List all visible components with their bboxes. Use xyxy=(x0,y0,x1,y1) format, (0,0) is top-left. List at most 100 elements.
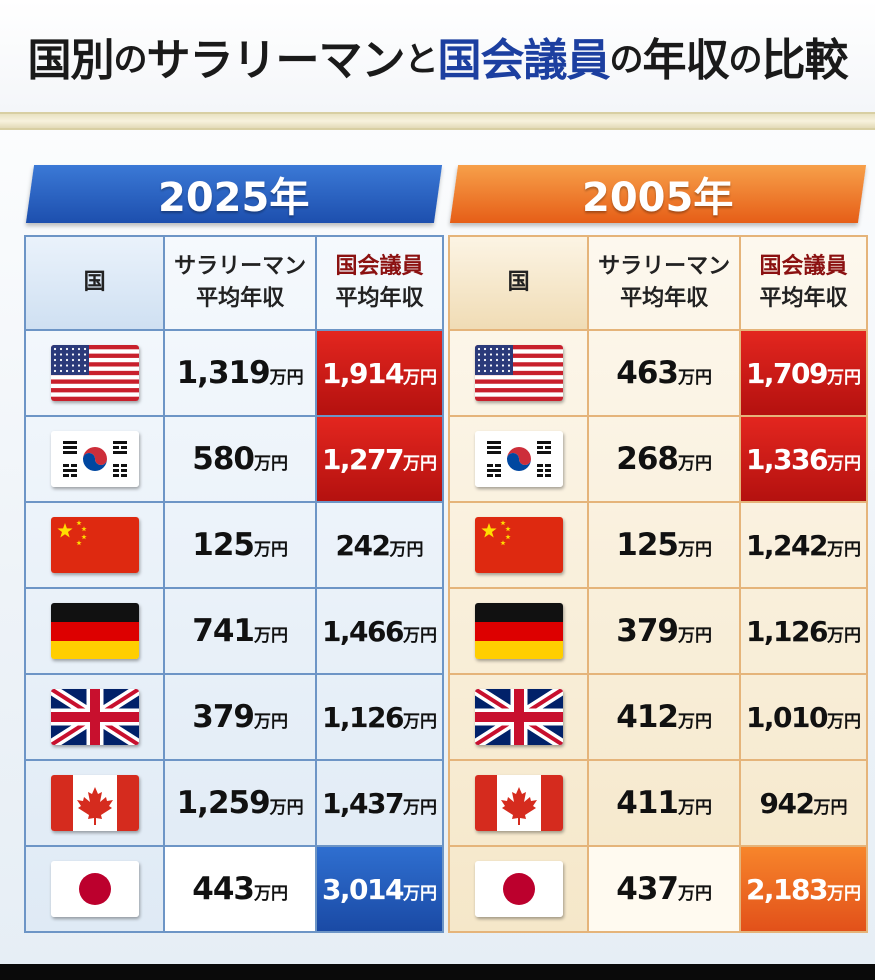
header-label: サラリーマン xyxy=(174,254,307,279)
unit-label: 万円 xyxy=(827,367,862,388)
unit-label: 万円 xyxy=(827,453,862,474)
year-label: 2025年 xyxy=(158,175,310,221)
uk-flag-icon xyxy=(474,689,563,745)
table-row: 580万円 1,277万円 xyxy=(23,415,445,503)
unit-label: 万円 xyxy=(827,539,862,560)
japan-flag-icon xyxy=(50,861,139,917)
politician-value: 1,010 xyxy=(745,700,829,734)
uk-flag-icon xyxy=(50,689,139,745)
salary-value: 437 xyxy=(616,871,679,907)
header-label: 国 xyxy=(83,270,106,295)
unit-label: 万円 xyxy=(389,539,424,560)
salary-value: 443 xyxy=(192,871,255,907)
panel-2005: 2005年 国 サラリーマン 平均年収 国会議員 平均年収 463万円 1,709万円… xyxy=(447,165,869,933)
country-cell xyxy=(23,673,166,761)
salary-value: 379 xyxy=(616,613,679,649)
politician-income-cell: 1,914万円 xyxy=(314,329,445,417)
unit-label: 万円 xyxy=(403,453,438,474)
unit-label: 万円 xyxy=(254,626,288,646)
title-part-diet-members: 国会議員 xyxy=(437,35,611,86)
politician-value: 1,914 xyxy=(321,356,405,390)
table-row: 268万円 1,336万円 xyxy=(447,415,869,503)
country-cell xyxy=(447,415,590,503)
unit-label: 万円 xyxy=(678,712,712,732)
unit-label: 万円 xyxy=(827,711,862,732)
salary-value: 1,259 xyxy=(176,785,271,821)
salary-value: 411 xyxy=(616,785,679,821)
politician-income-cell: 3,014万円 xyxy=(314,845,445,933)
salary-income-cell: 125万円 xyxy=(587,501,741,589)
country-cell xyxy=(23,587,166,675)
unit-label: 万円 xyxy=(403,367,438,388)
table-header-row: 国 サラリーマン 平均年収 国会議員平均年収 xyxy=(447,235,869,331)
title-particle: と xyxy=(404,39,439,80)
country-cell xyxy=(23,415,166,503)
politician-value: 1,437 xyxy=(321,786,405,820)
table-row: 379万円 1,126万円 xyxy=(23,673,445,761)
table-row: 741万円 1,466万円 xyxy=(23,587,445,675)
table-row: 437万円 2,183万円 xyxy=(447,845,869,933)
unit-label: 万円 xyxy=(254,884,288,904)
income-table: 国 サラリーマン 平均年収 国会議員 平均年収 463万円 1,709万円 268万円 1… xyxy=(447,235,869,933)
salary-value: 1,319 xyxy=(176,355,271,391)
politician-income-cell: 1,277万円 xyxy=(314,415,445,503)
salary-income-cell: 411万円 xyxy=(587,759,741,847)
salary-income-cell: 125万円 xyxy=(163,501,317,589)
korea-flag-icon xyxy=(474,431,563,487)
china-flag-icon xyxy=(50,517,139,573)
salary-value: 463 xyxy=(616,355,679,391)
salary-income-cell: 443万円 xyxy=(163,845,317,933)
unit-label: 万円 xyxy=(403,797,438,818)
salary-income-cell: 268万円 xyxy=(587,415,741,503)
header-label: 平均年収 xyxy=(335,286,424,311)
salary-value: 580 xyxy=(192,441,255,477)
unit-label: 万円 xyxy=(254,454,288,474)
title-part-country: 国別 xyxy=(27,35,115,86)
year-label: 2005年 xyxy=(582,175,734,221)
income-table: 国 サラリーマン 平均年収 国会議員 平均年収 1,319万円 1,914万円 580万… xyxy=(23,235,445,933)
politician-income-cell: 1,336万円 xyxy=(738,415,869,503)
country-cell xyxy=(447,587,590,675)
salary-value: 741 xyxy=(192,613,255,649)
table-row: 1,259万円 1,437万円 xyxy=(23,759,445,847)
header-label: 国会議員 xyxy=(759,254,848,279)
politician-income-cell: 1,126万円 xyxy=(314,673,445,761)
header-label: 平均年収 xyxy=(759,286,848,311)
unit-label: 万円 xyxy=(403,711,438,732)
column-header-politician: 国会議員 平均年収 xyxy=(314,235,445,331)
canada-flag-icon xyxy=(50,775,139,831)
germany-flag-icon xyxy=(474,603,563,659)
canada-flag-icon xyxy=(474,775,563,831)
usa-flag-icon xyxy=(474,345,563,401)
country-cell xyxy=(447,501,590,589)
table-row: 379万円 1,126万円 xyxy=(447,587,869,675)
table-row: 412万円 1,010万円 xyxy=(447,673,869,761)
salary-income-cell: 412万円 xyxy=(587,673,741,761)
politician-income-cell: 1,437万円 xyxy=(314,759,445,847)
country-cell xyxy=(447,759,590,847)
politician-income-cell: 1,126万円 xyxy=(738,587,869,675)
country-cell xyxy=(23,845,166,933)
year-banner: 2005年 xyxy=(449,165,867,223)
column-header-country: 国 xyxy=(447,235,590,331)
politician-income-cell: 1,466万円 xyxy=(314,587,445,675)
country-cell xyxy=(447,845,590,933)
politician-income-cell: 1,242万円 xyxy=(738,501,869,589)
bottom-bar xyxy=(0,964,875,980)
politician-value: 1,126 xyxy=(745,614,829,648)
politician-value: 1,242 xyxy=(745,528,829,562)
column-header-politician: 国会議員 平均年収 xyxy=(738,235,869,331)
politician-value: 1,277 xyxy=(321,442,405,476)
salary-income-cell: 741万円 xyxy=(163,587,317,675)
column-header-salary: サラリーマン 平均年収 xyxy=(587,235,741,331)
politician-income-cell: 2,183万円 xyxy=(738,845,869,933)
unit-label: 万円 xyxy=(269,798,304,818)
unit-label: 万円 xyxy=(813,797,848,818)
page-title: 国別のサラリーマンと国会議員の年収の比較 xyxy=(0,0,875,112)
title-part-income: 年収 xyxy=(642,35,730,86)
title-part-salaryman: サラリーマン xyxy=(146,35,406,86)
unit-label: 万円 xyxy=(269,368,304,388)
title-part-comparison: 比較 xyxy=(761,35,849,86)
column-header-salary: サラリーマン 平均年収 xyxy=(163,235,317,331)
salary-income-cell: 1,319万円 xyxy=(163,329,317,417)
